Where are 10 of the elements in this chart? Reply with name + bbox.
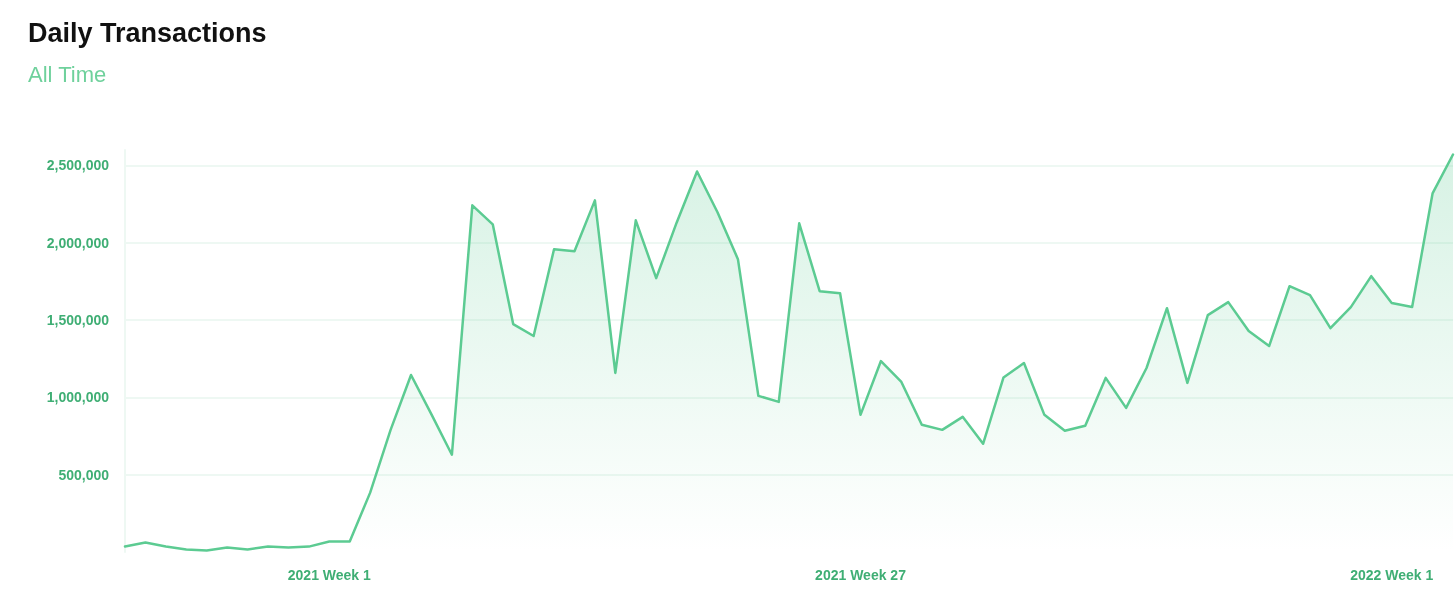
y-tick-label: 500,000	[58, 466, 110, 483]
x-tick-label: 2021 Week 27	[815, 567, 907, 583]
x-tick-label: 2021 Week 1	[287, 567, 372, 583]
chart-subtitle: All Time	[28, 62, 107, 88]
y-tick-label: 1,500,000	[46, 312, 110, 329]
y-tick-label: 2,000,000	[46, 234, 110, 251]
y-tick-label: 1,000,000	[46, 389, 110, 406]
chart-title: Daily Transactions	[28, 18, 267, 49]
y-tick-label: 2,500,000	[46, 157, 110, 174]
x-tick-label: 2022 Week 1	[1350, 567, 1434, 583]
